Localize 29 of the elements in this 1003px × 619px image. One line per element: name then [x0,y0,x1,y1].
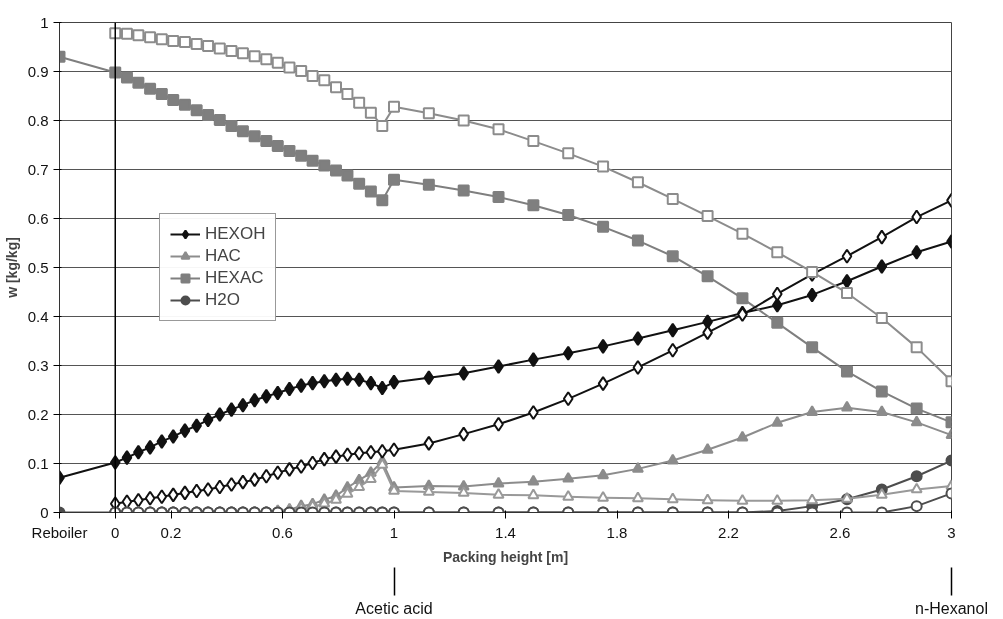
y-tick-label: 0.4 [27,307,49,325]
x-tick-label: Reboiler [31,523,88,541]
y-axis-title: w [kg/kg] [3,237,20,299]
y-tick-label: 0.8 [27,111,49,129]
x-axis-title: Packing height [m] [442,548,569,565]
x-tick-label: 3 [947,523,956,541]
legend-label: H2O [205,290,240,310]
y-tick-label: 0.6 [27,209,49,227]
annotation: n-Hexanol [915,599,988,617]
y-tick-label: 0.1 [27,454,49,472]
y-tick-label: 1 [40,13,49,31]
y-tick-label: 0.3 [27,356,49,374]
x-tick-label: 2.2 [718,523,739,541]
x-tick-label: 0.6 [272,523,293,541]
x-tick-label: 1.4 [495,523,516,541]
y-tick-label: 0.5 [27,258,49,276]
legend-label: HEXOH [205,224,266,244]
y-tick-label: 0.2 [27,405,49,423]
y-tick-label: 0.9 [27,62,49,80]
legend-label: HAC [205,246,241,266]
x-tick-label: 2.6 [829,523,851,541]
x-tick-label: 1 [389,523,399,541]
y-tick-label: 0 [40,503,49,521]
x-tick-label: 0.2 [160,523,182,541]
y-tick-label: 0.7 [27,160,49,178]
annotation: Acetic acid [355,599,433,617]
x-tick-label: 0 [111,523,120,541]
legend-label: HEXAC [205,268,264,288]
x-tick-label: 1.8 [606,523,628,541]
